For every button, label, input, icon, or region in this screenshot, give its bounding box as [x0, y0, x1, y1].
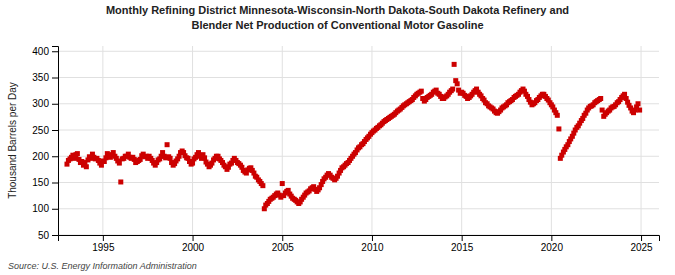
point — [555, 113, 560, 118]
point — [452, 62, 457, 67]
grid-line — [192, 46, 193, 235]
tick-label: 100 — [32, 203, 49, 214]
y-axis: 50 100 150 200 250 300 350 400 — [32, 46, 58, 241]
point — [455, 81, 460, 86]
tick: 2005 — [272, 235, 295, 253]
tick-label: 250 — [32, 125, 49, 136]
tick-label: 1995 — [92, 242, 115, 253]
tick-mark — [372, 235, 373, 241]
point — [75, 151, 80, 156]
grid-line — [282, 46, 283, 235]
grid-line — [58, 182, 659, 183]
point — [419, 89, 424, 94]
tick: 50 — [38, 230, 58, 241]
point — [637, 108, 642, 113]
tick: 100 — [32, 203, 58, 214]
axis-line — [52, 47, 59, 236]
grid-line — [551, 46, 552, 235]
tick-mark — [641, 235, 642, 241]
point — [165, 142, 170, 147]
grid-line — [58, 130, 659, 131]
tick-label: 2020 — [541, 242, 564, 253]
point — [260, 183, 265, 188]
tick: 2025 — [630, 235, 653, 253]
tick-mark — [462, 235, 463, 241]
grid-line — [58, 208, 659, 209]
tick: 150 — [32, 177, 58, 188]
tick-label: 50 — [38, 230, 50, 241]
tick: 1995 — [92, 235, 115, 253]
grid-line — [102, 46, 103, 235]
annotation: Source: U.S. Energy Information Administ… — [8, 261, 197, 271]
tick-mark — [52, 209, 58, 210]
tick-mark — [52, 156, 58, 157]
x-axis: 1995 2000 2005 2010 2015 2020 2025 — [59, 235, 660, 253]
grid-line — [58, 103, 659, 104]
tick-mark — [551, 235, 552, 241]
point — [84, 164, 89, 169]
axis-line — [59, 236, 660, 242]
tick: 300 — [32, 98, 58, 109]
title: Monthly Refining District Minnesota-Wisc… — [106, 4, 569, 16]
tick-label: 2010 — [361, 242, 384, 253]
grid-line — [58, 51, 659, 52]
grid — [58, 46, 659, 235]
tick-mark — [282, 235, 283, 241]
tick-label: 300 — [32, 98, 49, 109]
tick: 400 — [32, 46, 58, 57]
tick: 2000 — [182, 235, 205, 253]
tick-label: 400 — [32, 46, 49, 57]
tick-mark — [52, 130, 58, 131]
tick-label: 2015 — [451, 242, 474, 253]
point — [118, 179, 123, 184]
tick: 2010 — [361, 235, 384, 253]
tick-mark — [52, 183, 58, 184]
grid-line — [371, 46, 372, 235]
tick-mark — [52, 51, 58, 52]
point — [450, 87, 455, 92]
point — [280, 181, 285, 186]
grid-line — [641, 46, 642, 235]
grid-line — [461, 46, 462, 235]
tick: 2015 — [451, 235, 474, 253]
tick-mark — [193, 235, 194, 241]
tick-label: 350 — [32, 72, 49, 83]
points — [64, 62, 642, 211]
tick: 350 — [32, 72, 58, 83]
tick-label: 200 — [32, 151, 49, 162]
point — [556, 126, 561, 131]
point — [598, 96, 603, 101]
tick-mark — [52, 78, 58, 79]
tick: 2020 — [541, 235, 564, 253]
point — [636, 101, 641, 106]
tick-label: 2025 — [630, 242, 653, 253]
tick: 250 — [32, 125, 58, 136]
y-axis-label: Thousand Barrels per Day — [7, 82, 18, 199]
subtitle: Blender Net Production of Conventional M… — [191, 19, 483, 31]
tick-label: 2000 — [182, 242, 205, 253]
tick-label: 2005 — [272, 242, 295, 253]
tick: 200 — [32, 151, 58, 162]
chart: Monthly Refining District Minnesota-Wisc… — [0, 0, 675, 275]
tick-mark — [103, 235, 104, 241]
tick-mark — [52, 104, 58, 105]
tick-mark — [52, 235, 58, 236]
grid-line — [58, 77, 659, 78]
tick-label: 150 — [32, 177, 49, 188]
